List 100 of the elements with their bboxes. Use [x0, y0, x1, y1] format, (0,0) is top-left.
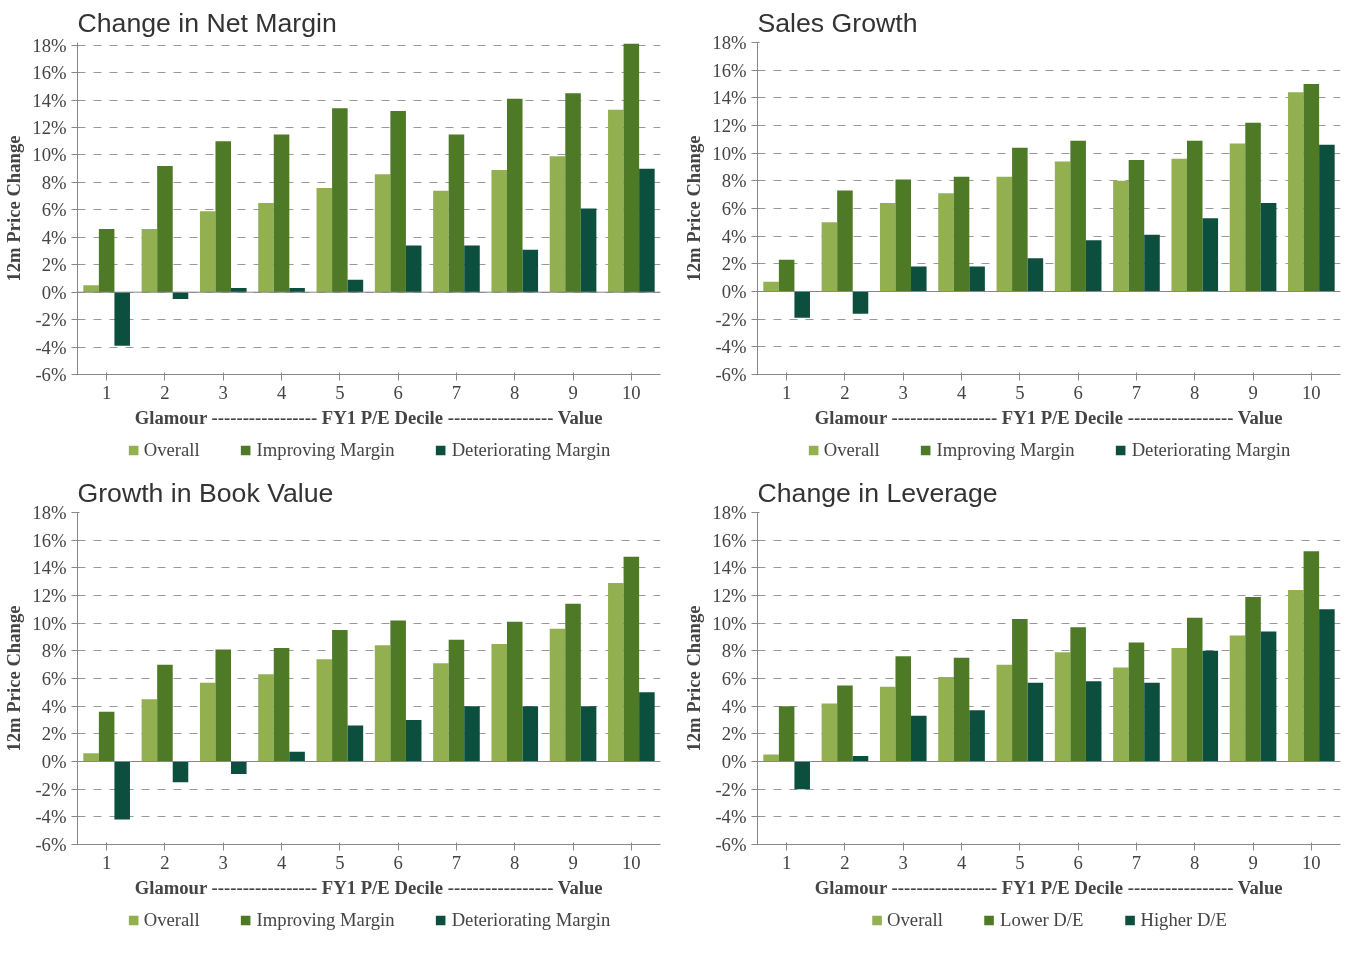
bar — [390, 111, 406, 293]
bar — [821, 222, 838, 292]
bar — [1085, 681, 1102, 762]
bar — [1260, 202, 1277, 292]
y-tick-label: -6% — [715, 834, 747, 855]
x-axis-title: Glamour ----------------- FY1 P/E Decile ----------------- Value — [814, 406, 1283, 428]
y-tick-label: -4% — [715, 336, 747, 358]
bar — [1245, 122, 1261, 292]
bar — [332, 630, 348, 762]
bar — [911, 715, 927, 762]
x-tick-label: 2 — [160, 381, 170, 403]
bar — [464, 245, 480, 293]
bar — [1303, 84, 1320, 292]
y-tick-label: 2% — [41, 723, 67, 745]
bar — [1319, 609, 1335, 762]
bar — [895, 656, 912, 762]
x-tick-label: 1 — [781, 851, 792, 873]
chart-title: Sales Growth — [757, 7, 918, 38]
bar — [938, 193, 954, 292]
y-tick-label: 12% — [32, 117, 67, 139]
x-tick-label: 1 — [781, 381, 792, 403]
bar — [114, 761, 130, 820]
y-tick-label: 8% — [41, 171, 67, 193]
bar — [374, 645, 391, 762]
bar — [953, 176, 970, 292]
legend-label: Deteriorating Margin — [451, 909, 611, 931]
y-tick-label: 4% — [721, 225, 747, 247]
x-axis-title: Glamour ----------------- FY1 P/E Decile ----------------- Value — [134, 876, 603, 898]
bar — [1070, 140, 1086, 292]
y-tick-label: -6% — [35, 364, 67, 385]
bar — [1113, 180, 1129, 292]
x-tick-label: 7 — [451, 381, 462, 403]
x-tick-label: 6 — [1073, 381, 1083, 403]
x-tick-label: 7 — [1131, 851, 1142, 873]
legend-label: Deteriorating Margin — [1131, 439, 1291, 461]
y-tick-label: 16% — [712, 59, 747, 81]
x-tick-label: 6 — [393, 381, 403, 403]
y-tick-label: 6% — [721, 668, 747, 689]
y-tick-label: 10% — [32, 612, 67, 634]
x-tick-label: 3 — [898, 381, 908, 403]
bar — [623, 556, 640, 762]
bar — [879, 202, 896, 292]
x-axis-title: Glamour ----------------- FY1 P/E Decile ----------------- Value — [814, 876, 1283, 898]
x-tick-label: 3 — [898, 851, 908, 873]
y-tick-label: 18% — [32, 502, 67, 523]
bar — [157, 664, 173, 762]
legend-label: Deteriorating Margin — [451, 439, 611, 461]
chart-title: Change in Net Margin — [77, 7, 337, 38]
bar — [639, 692, 655, 762]
bar — [794, 761, 810, 790]
bar — [938, 677, 954, 762]
bar — [969, 266, 985, 292]
y-tick-label: 10% — [712, 142, 747, 164]
bar — [1319, 144, 1335, 292]
y-tick-label: 14% — [712, 557, 747, 579]
bar — [258, 203, 274, 293]
bar — [1245, 596, 1261, 762]
bar — [273, 648, 290, 762]
bar — [1128, 160, 1145, 292]
x-tick-label: 5 — [335, 381, 345, 403]
bar — [821, 703, 838, 762]
bar — [231, 288, 247, 293]
bar — [1229, 143, 1246, 292]
bar — [98, 229, 115, 293]
bar — [1229, 635, 1246, 762]
x-tick-label: 4 — [956, 381, 967, 403]
y-axis-title: 12m Price Change — [3, 135, 25, 282]
y-tick-label: 16% — [32, 529, 67, 551]
y-tick-label: -6% — [35, 834, 67, 855]
bar — [794, 291, 810, 318]
bar — [778, 259, 795, 292]
x-tick-label: 3 — [218, 381, 228, 403]
bar — [639, 168, 655, 293]
x-tick-label: 10 — [1302, 851, 1321, 873]
bar — [549, 628, 566, 762]
x-tick-label: 10 — [622, 851, 641, 873]
bar — [258, 674, 274, 762]
y-tick-label: 8% — [721, 170, 747, 192]
y-tick-label: 0% — [721, 751, 747, 772]
y-tick-label: -4% — [35, 806, 67, 828]
y-axis-title: 12m Price Change — [683, 135, 705, 282]
bar — [1054, 652, 1071, 762]
y-tick-label: 10% — [32, 144, 67, 166]
y-tick-label: 16% — [32, 62, 67, 84]
x-tick-label: 4 — [276, 851, 287, 873]
bar — [141, 229, 158, 293]
bar — [565, 93, 581, 293]
y-tick-label: 2% — [721, 723, 747, 745]
bar — [1012, 619, 1028, 762]
bar — [199, 211, 216, 293]
bar — [1012, 147, 1028, 292]
bar — [969, 710, 985, 762]
bar — [837, 685, 853, 762]
bar — [347, 279, 364, 293]
bar — [405, 720, 422, 762]
bar — [522, 706, 539, 762]
x-tick-label: 7 — [1131, 381, 1142, 403]
y-tick-label: 16% — [712, 529, 747, 551]
bar — [1027, 258, 1044, 292]
bar — [1171, 158, 1187, 292]
